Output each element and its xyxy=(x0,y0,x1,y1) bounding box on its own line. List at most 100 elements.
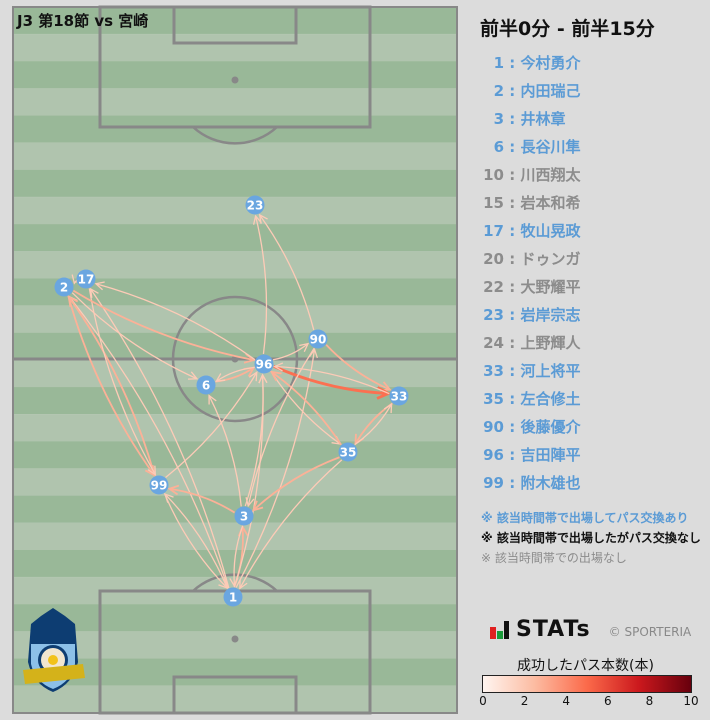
pass-edges xyxy=(67,213,393,590)
arrowhead xyxy=(252,214,262,225)
player-node-label: 35 xyxy=(340,446,357,460)
player-node: 90 xyxy=(308,329,328,349)
roster-item: 15 : 岩本和希 xyxy=(474,192,580,220)
player-number: 33 xyxy=(483,362,504,380)
pass-arrow xyxy=(239,459,343,589)
pass-arrow xyxy=(163,493,228,589)
player-name: 岩本和希 xyxy=(520,194,581,212)
player-name: 内田瑞己 xyxy=(520,82,581,100)
player-number: 24 xyxy=(483,334,504,352)
pass-arrow xyxy=(90,288,230,589)
arrowhead xyxy=(273,362,284,372)
colorbar-tick: 10 xyxy=(683,694,699,708)
player-number: 99 xyxy=(483,474,504,492)
player-number: 17 xyxy=(483,222,504,240)
roster-item: 1 : 今村勇介 xyxy=(474,52,581,80)
roster-item: 33 : 河上将平 xyxy=(474,360,580,388)
player-node-label: 96 xyxy=(256,358,273,372)
legend-note-absent: ※ 該当時間帯での出場なし xyxy=(481,551,627,565)
player-number: 22 xyxy=(483,278,504,296)
pass-arrow xyxy=(67,295,155,476)
roster-item: 6 : 長谷川隼 xyxy=(474,136,581,164)
player-number: 20 xyxy=(483,250,504,268)
colorbar-tick: 8 xyxy=(645,694,654,708)
pass-arrow xyxy=(68,296,229,589)
period-title: 前半0分 - 前半15分 xyxy=(480,18,655,40)
player-node-label: 3 xyxy=(240,510,248,524)
player-node-label: 17 xyxy=(78,273,95,287)
arrowhead xyxy=(258,373,268,384)
player-node-label: 1 xyxy=(229,591,237,605)
arrowhead xyxy=(218,579,228,589)
team-crest xyxy=(23,608,85,692)
colorbar-tick: 0 xyxy=(479,694,487,708)
player-node-label: 6 xyxy=(202,379,210,393)
pass-arrow xyxy=(244,374,264,507)
roster-item: 10 : 川西翔太 xyxy=(474,164,580,192)
arrowhead xyxy=(239,579,248,590)
player-node: 35 xyxy=(338,442,358,462)
player-node: 1 xyxy=(223,587,243,607)
roster-item: 96 : 吉田陣平 xyxy=(474,444,580,472)
player-number: 6 xyxy=(493,138,504,156)
roster-item: 99 : 附木雄也 xyxy=(474,472,580,500)
arrowhead xyxy=(243,353,256,364)
player-name: 川西翔太 xyxy=(520,166,581,184)
player-name: 井林章 xyxy=(520,110,566,128)
pass-arrow xyxy=(274,365,390,395)
player-number: 1 xyxy=(493,54,504,72)
player-node: 2 xyxy=(54,277,74,297)
legend-notes: ※ 該当時間帯で出場してパス交換あり ※ 該当時間帯で出場したがパス交換なし ※… xyxy=(481,509,701,569)
arrowhead xyxy=(383,402,393,414)
player-node: 3 xyxy=(234,506,254,526)
pass-arrow xyxy=(259,214,315,331)
arrowhead xyxy=(208,394,217,405)
pass-arrow xyxy=(271,371,342,446)
pass-arrow xyxy=(272,343,309,361)
stats-bars-icon xyxy=(490,620,509,639)
arrowhead xyxy=(215,373,226,383)
player-name: 附木雄也 xyxy=(520,474,581,492)
arrowhead xyxy=(269,370,282,382)
colorbar-tick: 4 xyxy=(562,694,571,708)
player-name: 牧山晃政 xyxy=(520,222,581,240)
player-name: 大野耀平 xyxy=(520,278,581,296)
player-node-label: 2 xyxy=(60,281,68,295)
match-title: J3 第18節 vs 宮崎 xyxy=(17,12,149,30)
player-node: 96 xyxy=(254,354,274,374)
pass-arrow xyxy=(71,292,198,380)
legend-note-active: ※ 該当時間帯で出場してパス交換あり xyxy=(481,511,689,525)
player-number: 15 xyxy=(483,194,504,212)
colorbar-tick: 2 xyxy=(520,694,529,708)
roster-item: 90 : 後藤優介 xyxy=(474,416,580,444)
arrowhead xyxy=(308,348,318,359)
player-number: 3 xyxy=(493,110,504,128)
arrowhead xyxy=(248,371,258,382)
player-number: 2 xyxy=(493,82,504,100)
pass-arrow xyxy=(325,344,391,391)
pass-arrow xyxy=(247,347,315,506)
roster-item: 22 : 大野耀平 xyxy=(474,276,580,304)
player-number: 90 xyxy=(483,418,504,436)
colorbar-tick: 6 xyxy=(603,694,612,708)
player-name: 後藤優介 xyxy=(520,418,581,436)
legend-note-no-pass: ※ 該当時間帯で出場したがパス交換なし xyxy=(481,531,701,545)
arrowhead xyxy=(167,484,180,496)
player-roster: 1 : 今村勇介 2 : 内田瑞己 3 : 井林章 6 : 長谷川隼 10 : 川西翔太… xyxy=(474,52,580,500)
player-name: 河上将平 xyxy=(520,362,581,380)
player-node-label: 99 xyxy=(151,479,168,493)
pass-arrow xyxy=(233,525,244,587)
arrowhead xyxy=(89,287,99,298)
roster-item: 24 : 上野輝人 xyxy=(474,332,580,360)
pass-arrow xyxy=(68,296,156,477)
stats-logo: STATs xyxy=(516,617,591,642)
arrowhead xyxy=(299,342,310,353)
arrowhead xyxy=(187,371,199,380)
roster-item: 20 : ドゥンガ xyxy=(474,248,580,276)
player-number: 35 xyxy=(483,390,504,408)
arrowhead xyxy=(94,281,105,291)
player-node-label: 23 xyxy=(247,199,264,213)
player-node-label: 33 xyxy=(391,390,408,404)
